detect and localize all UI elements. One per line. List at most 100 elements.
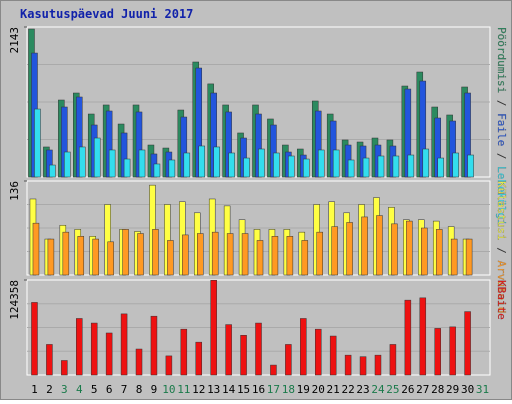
bar [317,149,325,178]
bar [213,146,220,178]
bar [303,158,310,178]
bar [34,108,41,178]
bar [120,313,128,376]
bar [258,148,265,178]
bar [107,241,114,276]
bar [362,157,370,178]
bar [138,149,146,178]
x-tick-label: 22 [341,383,354,396]
bar [271,236,279,276]
bar [464,311,471,376]
x-tick-label: 19 [297,383,310,396]
bar [225,324,232,376]
y-tick-label: 2143 [8,27,21,54]
bar [198,145,206,178]
bar [404,299,412,376]
bar [62,231,70,276]
x-tick-label: 24 [371,383,385,396]
legend-separator: / [495,241,508,261]
bar [376,215,383,276]
bar [361,216,368,276]
bar [135,348,143,376]
y-tick-label: 124358 [8,280,21,320]
bar [61,360,68,376]
bar [182,234,189,276]
x-tick-label: 26 [401,383,414,396]
x-tick-label: 9 [151,383,158,396]
bar [31,302,38,376]
bar [450,238,458,276]
bar [285,344,292,376]
x-tick-label: 6 [106,383,113,396]
x-tick-label: 2 [46,383,53,396]
bar [286,236,294,276]
x-tick-label: 16 [252,383,265,396]
bar [168,159,176,178]
bar [467,154,474,178]
bar [240,335,247,376]
chart-title: Kasutuspäevad Juuni 2017 [20,7,193,21]
bar [137,233,144,276]
bar [434,328,441,376]
bar [389,344,397,376]
bar [150,315,158,376]
x-tick-label: 27 [416,383,429,396]
legend: KBaite [495,280,508,320]
bar [273,152,280,178]
bar [123,158,131,178]
x-tick-label: 1 [31,383,38,396]
bar [316,231,323,276]
bar [77,236,85,276]
bar [243,157,250,178]
bar [167,240,174,276]
x-tick-label: 21 [327,383,340,396]
bar [359,356,367,376]
bar [92,238,99,276]
x-tick-label: 7 [121,383,128,396]
x-tick-label: 23 [356,383,369,396]
bar [255,322,262,376]
bar [419,297,427,376]
bar [93,137,101,178]
bar [435,229,443,276]
bar [165,355,173,376]
bar [256,240,264,276]
bar [314,328,322,376]
bar [391,223,398,276]
bar [32,222,40,276]
legend-entry: Faile [495,113,508,146]
bar [449,326,456,376]
x-tick-label: 31 [476,383,489,396]
bar [346,222,353,276]
x-tick-label: 30 [461,383,474,396]
bar [329,335,337,376]
bar [64,151,71,178]
bar [211,231,219,276]
bar [122,229,129,276]
y-tick-label: 136 [8,181,21,201]
x-tick-label: 28 [431,383,444,396]
bar [331,226,338,276]
x-tick-label: 11 [177,383,190,396]
bar [46,344,53,376]
bar [407,154,415,178]
bar [197,233,204,276]
x-tick-label: 8 [136,383,143,396]
x-tick-label: 25 [386,383,399,396]
x-tick-label: 20 [312,383,325,396]
bar [47,238,55,276]
legend-separator: / [495,146,508,166]
legend-entry: Pöördumisi [495,27,508,93]
bar [465,238,473,276]
x-tick-label: 14 [222,383,236,396]
bar [226,233,234,276]
bar [241,233,249,276]
bar [288,155,295,178]
legend-separator: / [495,93,508,113]
legend: Külastusi / Arvuteid [495,181,508,313]
x-tick-label: 4 [76,383,83,396]
bar [195,341,203,376]
bar [153,163,161,178]
legend-entry: Arvuteid [495,260,508,313]
